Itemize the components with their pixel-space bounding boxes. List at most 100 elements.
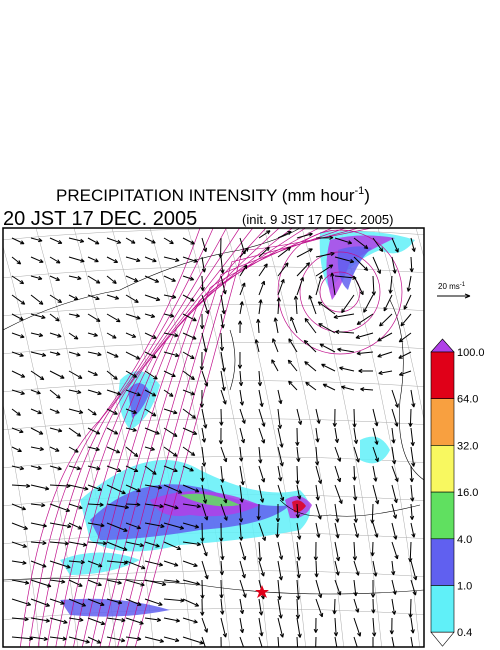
wind-vector xyxy=(391,446,397,465)
wind-vector xyxy=(355,332,374,340)
wind-vector xyxy=(11,313,24,321)
wind-vector xyxy=(295,503,300,519)
wind-vector xyxy=(11,237,25,245)
wind-vector xyxy=(11,598,32,606)
wind-vector xyxy=(144,313,156,318)
isobar xyxy=(64,228,267,647)
wind-vector xyxy=(11,256,22,265)
wind-vector xyxy=(106,560,128,565)
wind-vector xyxy=(391,408,399,427)
map-frame xyxy=(2,227,425,648)
wind-vector xyxy=(201,503,209,521)
wind-vector xyxy=(30,275,43,281)
wind-vector xyxy=(315,579,323,599)
wind-vector xyxy=(352,408,357,428)
wind-vector xyxy=(11,579,30,585)
wind-vector xyxy=(144,332,157,339)
wind-vector xyxy=(353,256,369,272)
wind-vector xyxy=(68,313,80,318)
wind-vector xyxy=(400,313,412,327)
wind-vector xyxy=(277,598,283,619)
wind-vector xyxy=(106,465,122,473)
wind-vector xyxy=(11,483,31,489)
wind-vector xyxy=(30,560,47,568)
wind-vector xyxy=(87,636,102,644)
wind-vector xyxy=(182,294,195,302)
precipitation-area xyxy=(337,246,372,290)
wind-vector xyxy=(271,359,279,372)
graticule xyxy=(149,228,230,647)
wind-vector xyxy=(144,294,161,302)
wind-vector xyxy=(377,351,393,358)
wind-vector xyxy=(125,237,136,244)
wind-vector xyxy=(30,598,50,607)
wind-vector xyxy=(305,381,317,391)
wind-vector xyxy=(11,560,27,565)
wind-vector xyxy=(219,332,225,352)
wind-vector xyxy=(220,446,228,463)
wind-vector xyxy=(49,389,61,399)
colorbar-label: 32.0 xyxy=(457,440,478,452)
wind-vector xyxy=(163,541,182,550)
wind-vector xyxy=(144,256,157,263)
wind-vector xyxy=(68,617,84,622)
wind-vector xyxy=(163,332,179,338)
wind-vector xyxy=(68,351,81,357)
wind-vector xyxy=(315,503,322,520)
wind-vector xyxy=(258,299,263,315)
wind-vector xyxy=(295,427,300,446)
wind-vector xyxy=(304,317,317,334)
wind-vector xyxy=(30,370,45,381)
wind-vector xyxy=(163,484,183,494)
wind-vector xyxy=(144,446,155,451)
wind-vector xyxy=(182,446,196,456)
wind-vector xyxy=(106,484,126,495)
wind-vector xyxy=(358,368,374,374)
wind-vector xyxy=(370,579,376,598)
wind-vector xyxy=(125,598,142,606)
wind-vector xyxy=(87,560,103,568)
wind-vector xyxy=(239,282,246,296)
wind-vector xyxy=(87,541,108,546)
wind-vector xyxy=(49,427,63,433)
wind-vector xyxy=(277,278,285,296)
wind-vector xyxy=(239,264,248,277)
wind-vector xyxy=(239,617,245,634)
wind-vector xyxy=(106,408,118,415)
wind-vector xyxy=(163,522,185,530)
wind-vector xyxy=(87,502,104,507)
wind-vector xyxy=(199,389,205,408)
isobar xyxy=(277,229,403,355)
wind-vector xyxy=(182,237,195,245)
init-label: (init. 9 JST 17 DEC. 2005) xyxy=(242,212,394,227)
wind-vector xyxy=(125,446,139,458)
wind-vector xyxy=(398,351,412,359)
wind-vector xyxy=(341,294,355,314)
wind-vector xyxy=(200,579,205,599)
wind-vector xyxy=(144,636,165,643)
wind-vector xyxy=(409,256,414,273)
wind-vector xyxy=(125,294,139,303)
wind-vector xyxy=(30,484,50,491)
wind-vector xyxy=(304,361,317,372)
graticule xyxy=(3,266,424,278)
map xyxy=(3,228,424,647)
precipitation-area xyxy=(292,500,306,513)
wind-vector xyxy=(238,370,244,387)
colorbar-label: 4.0 xyxy=(457,534,472,546)
wind-vector xyxy=(200,465,205,482)
wind-vector xyxy=(68,389,82,395)
precipitation-area xyxy=(60,598,170,617)
wind-vector xyxy=(106,522,128,532)
wind-vector xyxy=(237,351,243,369)
wind-vector xyxy=(11,389,25,395)
wind-vector xyxy=(87,351,102,357)
wind-vector xyxy=(87,256,99,263)
wind-vector xyxy=(372,465,378,482)
wind-vector xyxy=(125,541,144,548)
wind-vector xyxy=(334,484,343,505)
wind-vector xyxy=(277,408,283,429)
wind-vector xyxy=(182,465,194,472)
wind-vector xyxy=(182,617,198,624)
wind-vector xyxy=(30,446,44,452)
